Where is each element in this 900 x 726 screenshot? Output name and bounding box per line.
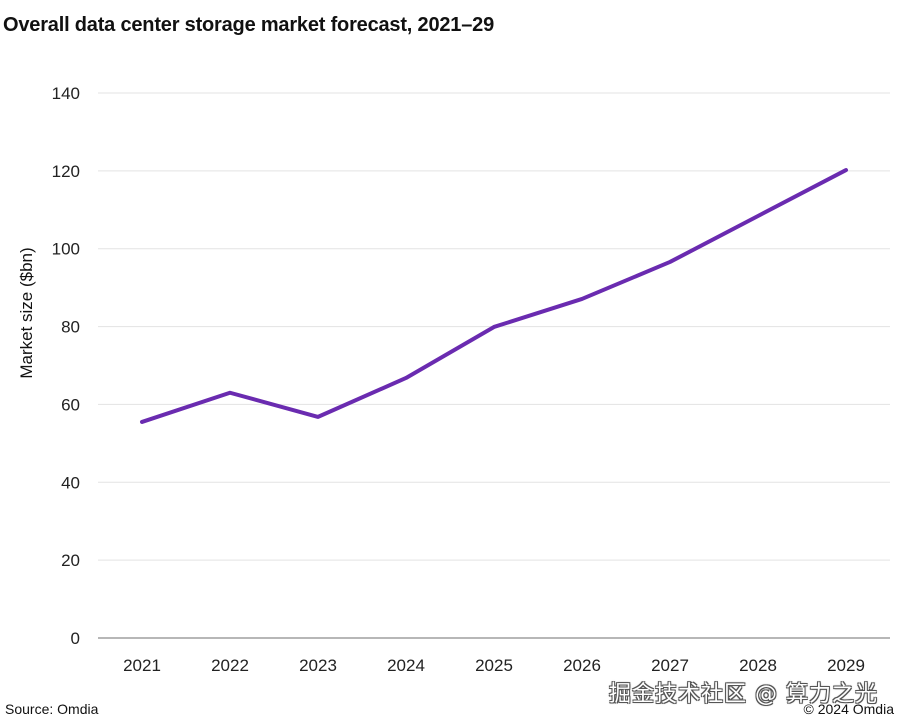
y-tick-label: 40 [61,473,80,492]
x-tick-label: 2025 [475,656,513,675]
y-tick-label: 80 [61,318,80,337]
y-tick-label: 0 [71,629,80,648]
series-line [140,168,848,424]
y-axis-title: Market size ($bn) [17,247,36,378]
x-tick-label: 2027 [651,656,689,675]
source-note: Source: Omdia [5,701,99,717]
y-tick-label: 100 [52,240,80,259]
x-tick-label: 2029 [827,656,865,675]
x-tick-label: 2022 [211,656,249,675]
x-tick-label: 2028 [739,656,777,675]
y-tick-label: 140 [52,84,80,103]
y-tick-label: 20 [61,551,80,570]
x-tick-label: 2021 [123,656,161,675]
chart-title: Overall data center storage market forec… [3,14,494,36]
x-tick-label: 2024 [387,656,425,675]
x-tick-label: 2023 [299,656,337,675]
x-tick-label: 2026 [563,656,601,675]
gridlines [98,92,890,639]
y-tick-label: 60 [61,395,80,414]
y-tick-label: 120 [52,162,80,181]
series [140,168,848,424]
x-tick-labels: 2021 2022 2023 2024 2025 2026 2027 2028 2029 [123,656,865,675]
copyright-note: © 2024 Omdia [803,701,894,717]
watermark: 掘金技术社区 @ 算力之光 [609,682,878,707]
y-tick-labels: 0 20 40 60 80 100 120 140 [52,84,80,648]
